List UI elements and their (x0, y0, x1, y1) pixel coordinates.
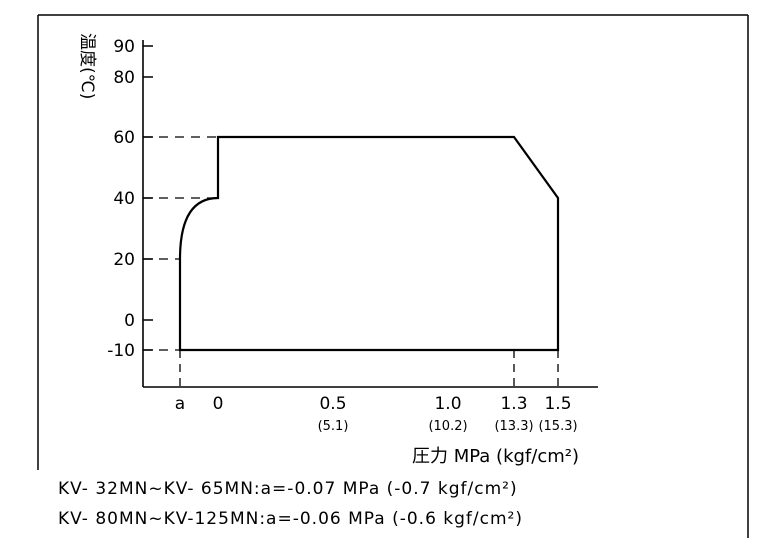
x-tick-labels: a 0 0.5 (5.1) 1.0 (10.2) 1.3 (13.3) 1.5 (15.3) (175, 394, 578, 434)
x-tick-label: 0.5 (319, 394, 346, 414)
axes-layer (142, 40, 598, 388)
x-tick-sublabel: (10.2) (428, 419, 467, 434)
x-tick-sublabel: (5.1) (318, 419, 349, 434)
x-axis-title: 圧力 MPa (kgf/cm²) (412, 446, 579, 467)
x-tick-label: 1.5 (544, 394, 571, 414)
note-line-2: KV- 80MN~KV-125MN:a=-0.06 MPa (-0.6 kgf/… (58, 509, 523, 529)
reference-lines (143, 136, 559, 387)
y-tick-label: 40 (113, 189, 135, 209)
x-tick-sublabel: (15.3) (538, 419, 577, 434)
x-tick-label: 1.3 (500, 394, 527, 414)
x-tick-label: 0 (213, 394, 224, 414)
x-tick-label: a (175, 394, 185, 414)
x-tick-sublabel: (13.3) (494, 419, 533, 434)
y-tick-labels: 90 80 60 40 20 0 -10 (107, 37, 135, 361)
x-tick-label: 1.0 (434, 394, 461, 414)
y-tick-label: -10 (107, 341, 135, 361)
y-tick-label: 0 (124, 311, 135, 331)
y-tick-label: 90 (113, 37, 135, 57)
note-line-1: KV- 32MN~KV- 65MN:a=-0.07 MPa (-0.7 kgf/… (58, 479, 518, 499)
y-tick-label: 80 (113, 68, 135, 88)
region-outline (178, 135, 560, 352)
y-axis-title: 温度(℃) (77, 33, 97, 99)
y-tick-label: 20 (113, 250, 135, 270)
operating-region (178, 135, 560, 352)
y-tick-label: 60 (113, 128, 135, 148)
